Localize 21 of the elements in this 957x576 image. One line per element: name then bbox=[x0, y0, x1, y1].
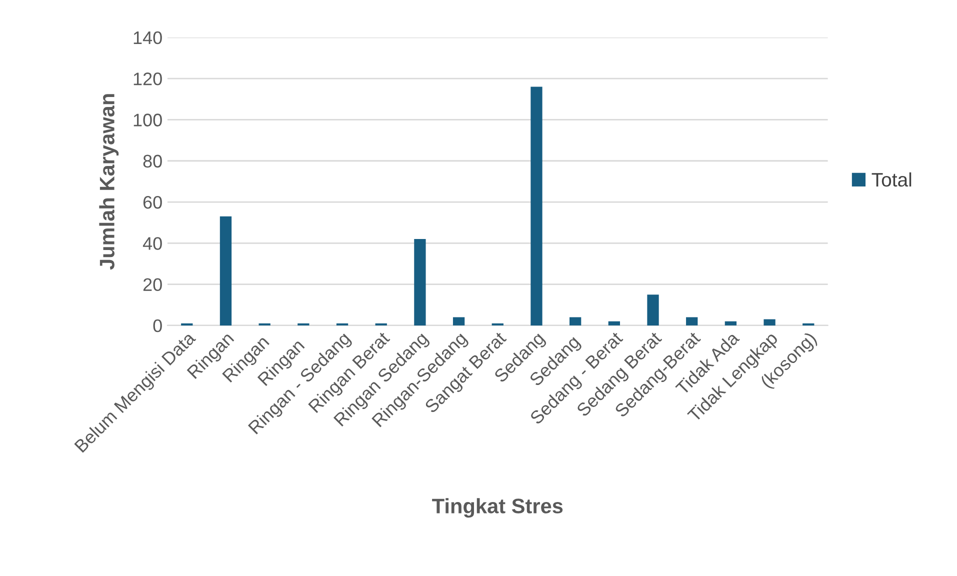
y-tick-label: 0 bbox=[153, 319, 162, 332]
y-tick-label: 80 bbox=[143, 154, 162, 168]
bar bbox=[414, 239, 426, 326]
legend-label: Total bbox=[872, 172, 912, 187]
y-tick-label: 140 bbox=[134, 31, 162, 44]
bar bbox=[686, 317, 698, 326]
bar bbox=[647, 294, 659, 326]
y-tick-label: 120 bbox=[134, 72, 162, 86]
y-tick-label: 100 bbox=[134, 114, 162, 126]
y-tick-label: 20 bbox=[143, 278, 162, 292]
bar bbox=[608, 321, 620, 326]
bar bbox=[220, 216, 232, 326]
bar bbox=[764, 319, 776, 326]
y-tick-label: 60 bbox=[143, 196, 162, 209]
bar bbox=[452, 317, 465, 326]
x-axis-title: Tingkat Stres bbox=[432, 498, 563, 518]
bar bbox=[530, 86, 542, 326]
bar bbox=[724, 321, 737, 326]
y-tick-label: 40 bbox=[142, 237, 162, 250]
bar bbox=[570, 317, 582, 326]
y-axis-title: Jumlah Karyawan bbox=[99, 94, 119, 270]
